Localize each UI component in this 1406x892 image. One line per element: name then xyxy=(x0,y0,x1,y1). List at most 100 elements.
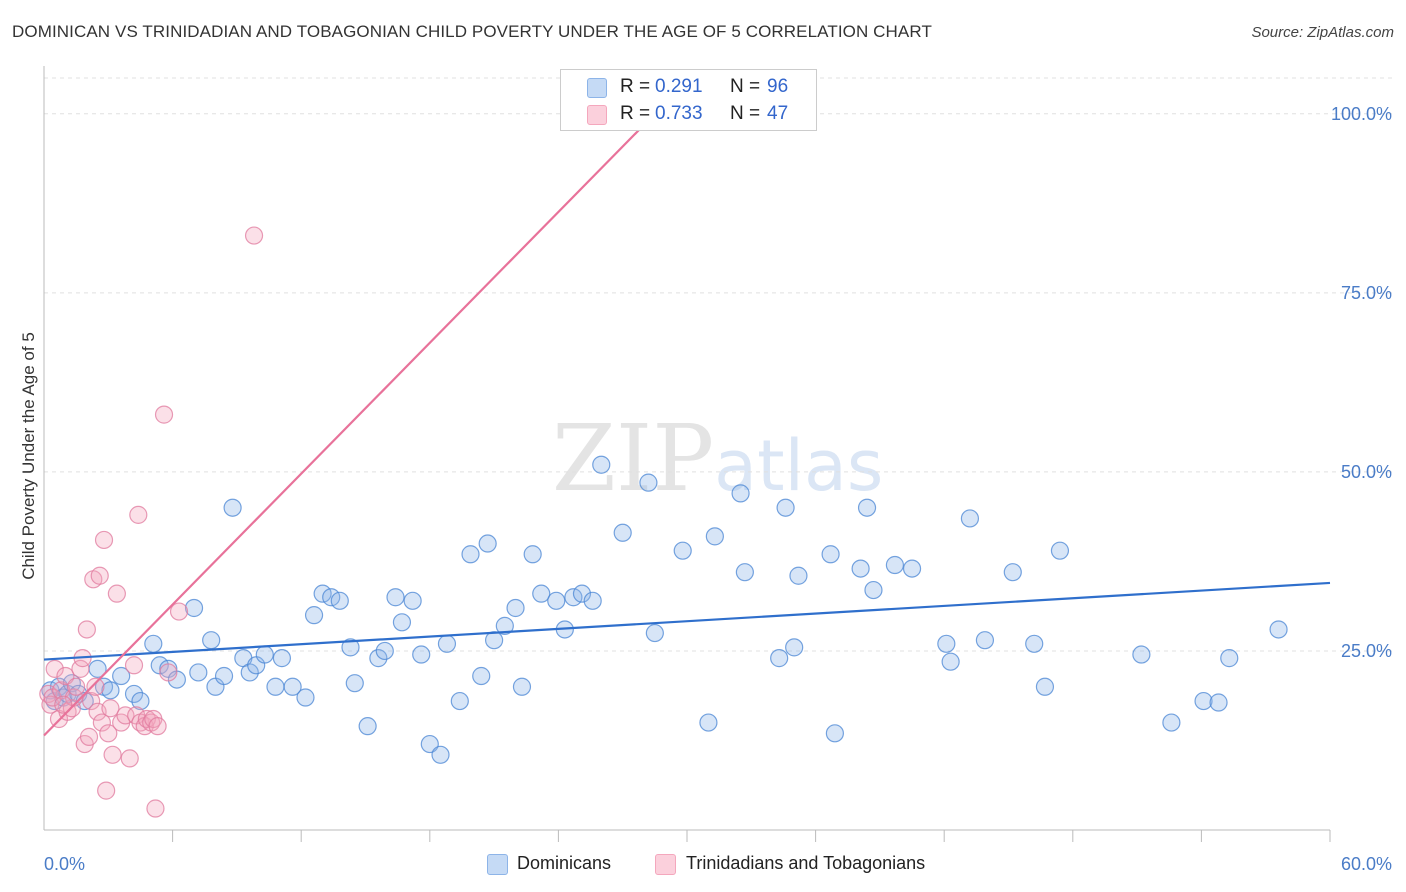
legend-swatch-trinidadians xyxy=(587,105,607,125)
chart-title: DOMINICAN VS TRINIDADIAN AND TOBAGONIAN … xyxy=(12,22,932,41)
dominican-point xyxy=(770,649,789,668)
dominican-point xyxy=(255,645,274,664)
trinidadian-point xyxy=(146,799,165,818)
dominican-point xyxy=(731,484,750,503)
trinidadian-point xyxy=(92,713,111,732)
dominican-point xyxy=(885,555,905,575)
dominican-point xyxy=(266,677,285,696)
legend-n-label: N = xyxy=(730,76,761,97)
dominican-point xyxy=(358,717,377,736)
dominican-point xyxy=(240,663,259,682)
dominican-point xyxy=(437,634,457,653)
trinidadian-point xyxy=(129,505,148,524)
dominican-point xyxy=(472,666,491,686)
dominican-point xyxy=(1132,645,1151,664)
dominican-point xyxy=(184,598,204,618)
legend-r-label: R = xyxy=(620,76,651,97)
dominican-point xyxy=(214,666,234,686)
dominican-trend-line xyxy=(43,581,1331,661)
trinidadian-point xyxy=(45,659,64,678)
trinidadian-point xyxy=(71,659,90,678)
dominican-point xyxy=(639,473,658,492)
dominican-point xyxy=(1194,691,1213,711)
trinidadian-point xyxy=(54,695,73,714)
dominican-point xyxy=(613,523,632,542)
series-legend: Dominicans Trinidadians and Tobagonians xyxy=(0,853,1406,877)
dominican-point xyxy=(450,691,469,711)
watermark-atlas: atlas xyxy=(714,425,884,507)
dominican-point xyxy=(1025,634,1044,653)
legend-n-label: N = xyxy=(730,103,761,124)
dominican-point xyxy=(124,684,144,704)
trinidadian-point xyxy=(103,745,122,764)
dominican-point xyxy=(785,638,804,657)
dominican-point xyxy=(960,509,980,528)
dominican-point xyxy=(431,745,450,764)
trinidadian-point xyxy=(86,677,105,696)
dominican-point xyxy=(902,559,922,578)
trinidadian-point xyxy=(56,666,75,686)
dominican-point xyxy=(937,634,956,653)
trinidadian-point xyxy=(107,584,126,603)
dominican-point xyxy=(864,580,883,600)
trinidadian-point xyxy=(99,724,118,743)
dominican-point xyxy=(705,527,724,546)
dominican-point xyxy=(304,606,324,625)
series-swatch-dominicans xyxy=(487,854,508,875)
dominican-point xyxy=(975,631,995,650)
series-label-trinidadians: Trinidadians and Tobagonians xyxy=(686,853,926,873)
watermark: ZIPatlas xyxy=(552,405,883,512)
dominican-point xyxy=(825,724,844,743)
dominican-point xyxy=(202,631,221,650)
dominican-point xyxy=(512,677,532,696)
dominican-point xyxy=(189,663,208,682)
dominican-point xyxy=(1035,677,1055,696)
y-tick-label: 75.0% xyxy=(1341,283,1392,303)
trinidadian-point xyxy=(116,706,135,725)
dominican-point xyxy=(485,631,504,650)
dominican-point xyxy=(420,734,439,754)
dominican-point xyxy=(112,666,131,686)
dominican-point xyxy=(821,545,840,564)
x-tick-label: 60.0% xyxy=(1341,854,1392,874)
y-tick-label: 25.0% xyxy=(1341,641,1392,661)
trinidadian-point xyxy=(244,226,264,245)
dominican-point xyxy=(375,641,394,661)
legend-n-value: 47 xyxy=(767,103,789,124)
dominican-point xyxy=(699,713,718,732)
dominican-point xyxy=(592,455,611,474)
dominican-point xyxy=(330,591,349,610)
dominican-point xyxy=(131,691,150,711)
dominican-point xyxy=(1003,563,1022,582)
trinidadian-point xyxy=(101,699,120,718)
trinidadian-point xyxy=(97,781,116,800)
dominican-point xyxy=(272,649,292,668)
dominican-point xyxy=(369,649,388,668)
dominican-point xyxy=(1220,649,1239,668)
legend-r-value: 0.733 xyxy=(655,103,703,124)
trinidadian-point xyxy=(94,530,114,550)
trinidadian-point xyxy=(90,566,109,585)
dominican-point xyxy=(1209,693,1228,712)
trinidadian-point xyxy=(77,620,96,639)
dominican-point xyxy=(283,677,302,696)
dominican-point xyxy=(572,584,592,603)
dominican-point xyxy=(392,613,412,632)
dominican-point xyxy=(495,616,514,635)
trinidadian-point xyxy=(169,602,189,621)
trinidadian-point xyxy=(120,749,139,768)
trinidadian-point xyxy=(148,717,167,736)
dominican-point xyxy=(506,598,525,618)
dominican-point xyxy=(941,652,960,671)
dominican-point xyxy=(223,498,242,517)
y-tick-label: 50.0% xyxy=(1341,462,1392,482)
series-swatch-trinidadians xyxy=(655,854,676,875)
legend-r-label: R = xyxy=(620,103,651,124)
dominican-point xyxy=(735,563,754,582)
legend-n-value: 96 xyxy=(767,76,789,97)
watermark-zip: ZIP xyxy=(552,405,715,512)
dominican-point xyxy=(144,634,163,653)
dominican-point xyxy=(478,534,497,553)
x-tick-label: 0.0% xyxy=(44,854,85,874)
dominican-point xyxy=(547,591,566,610)
